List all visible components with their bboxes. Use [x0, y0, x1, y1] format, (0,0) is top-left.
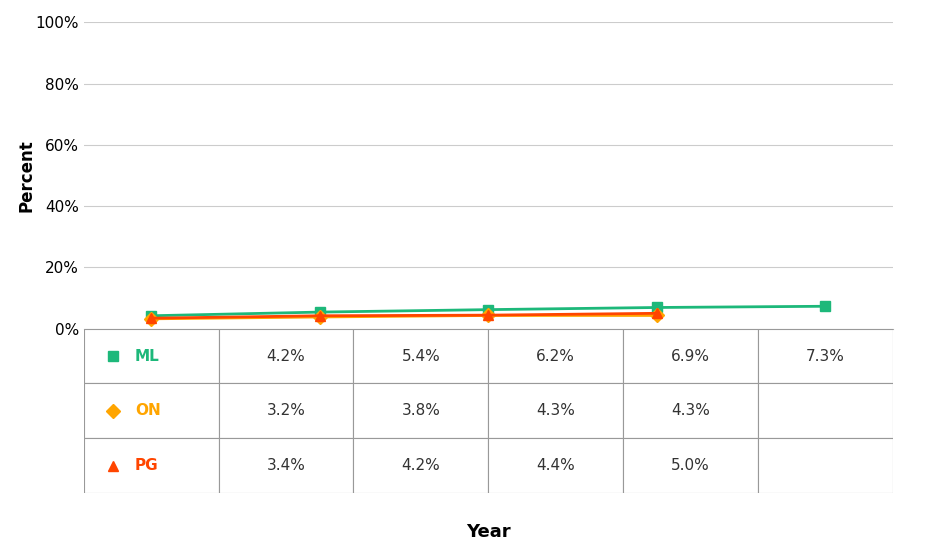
Bar — [758, 438, 893, 493]
Text: 5.0%: 5.0% — [671, 458, 710, 473]
Text: 4.3%: 4.3% — [537, 403, 575, 418]
Text: ML: ML — [135, 349, 160, 364]
Bar — [623, 438, 758, 493]
Bar — [758, 383, 893, 438]
Bar — [219, 383, 353, 438]
Text: PG: PG — [135, 458, 159, 473]
Bar — [353, 438, 488, 493]
Text: 4.3%: 4.3% — [671, 403, 710, 418]
Bar — [219, 438, 353, 493]
Text: 4.4%: 4.4% — [537, 458, 575, 473]
Text: 7.3%: 7.3% — [806, 349, 844, 364]
Bar — [488, 329, 623, 383]
Text: 4.2%: 4.2% — [402, 458, 440, 473]
Text: 3.2%: 3.2% — [267, 403, 305, 418]
Bar — [623, 383, 758, 438]
Text: 6.9%: 6.9% — [671, 349, 710, 364]
Text: ON: ON — [135, 403, 161, 418]
Bar — [488, 383, 623, 438]
Bar — [353, 329, 488, 383]
Text: 3.8%: 3.8% — [402, 403, 440, 418]
Bar — [353, 383, 488, 438]
Text: 6.2%: 6.2% — [537, 349, 575, 364]
Bar — [488, 438, 623, 493]
Bar — [219, 329, 353, 383]
Bar — [758, 329, 893, 383]
Bar — [84, 329, 219, 383]
Bar — [623, 329, 758, 383]
Bar — [84, 383, 219, 438]
Y-axis label: Percent: Percent — [17, 139, 35, 212]
Text: 4.2%: 4.2% — [267, 349, 305, 364]
Text: 5.4%: 5.4% — [402, 349, 440, 364]
Text: 3.4%: 3.4% — [267, 458, 305, 473]
Text: Year: Year — [466, 523, 511, 541]
Bar — [84, 438, 219, 493]
